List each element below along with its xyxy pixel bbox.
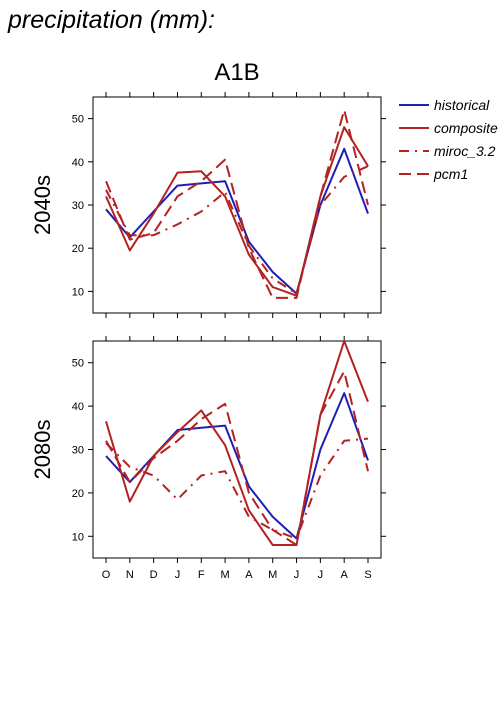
x-tick-label: A bbox=[341, 569, 349, 581]
legend-label: historical bbox=[434, 97, 490, 113]
series-miroc-3-2 bbox=[105, 165, 369, 295]
panel-2040s: 10 20 30 40 50 2040s bbox=[30, 92, 386, 318]
panel-label: 2080s bbox=[30, 420, 55, 480]
x-tick-label: J bbox=[175, 569, 181, 581]
panel-label: 2040s bbox=[30, 175, 55, 235]
y-tick-label: 10 bbox=[72, 531, 84, 543]
y-tick-label: 10 bbox=[72, 286, 84, 298]
panel-2080s: 10 20 30 40 50 2080s O N D J F M A M J J A S bbox=[30, 336, 386, 581]
x-tick-label: N bbox=[126, 569, 134, 581]
x-tick-label: M bbox=[221, 569, 230, 581]
x-tick-label: S bbox=[364, 569, 371, 581]
legend-label: miroc_3.2 bbox=[434, 143, 496, 159]
x-tick-label: O bbox=[102, 569, 111, 581]
y-tick-label: 50 bbox=[72, 114, 84, 126]
x-tick-label: J bbox=[318, 569, 324, 581]
y-tick-label: 40 bbox=[72, 401, 84, 413]
y-tick-label: 30 bbox=[72, 200, 84, 212]
y-tick-label: 40 bbox=[72, 157, 84, 169]
series-pcm1 bbox=[105, 370, 369, 546]
x-tick-label: J bbox=[294, 569, 300, 581]
x-tick-label: M bbox=[268, 569, 277, 581]
figure-heading: precipitation (mm): bbox=[8, 6, 215, 34]
x-tick-label: A bbox=[245, 569, 253, 581]
y-tick-label: 20 bbox=[72, 488, 84, 500]
y-tick-label: 30 bbox=[72, 445, 84, 457]
y-tick-label: 50 bbox=[72, 358, 84, 370]
legend: historical composite miroc_3.2 pcm1 bbox=[399, 97, 498, 182]
x-tick-label: F bbox=[198, 569, 205, 581]
chart-title: A1B bbox=[214, 59, 259, 86]
series-historical bbox=[105, 147, 369, 295]
y-tick-label: 20 bbox=[72, 243, 84, 255]
legend-label: composite bbox=[434, 120, 498, 136]
series-composite bbox=[105, 340, 369, 546]
x-tick-label: D bbox=[150, 569, 158, 581]
series-pcm1 bbox=[105, 109, 369, 299]
legend-label: pcm1 bbox=[433, 166, 468, 182]
series-historical bbox=[105, 392, 369, 540]
series-miroc-3-2 bbox=[105, 437, 369, 540]
